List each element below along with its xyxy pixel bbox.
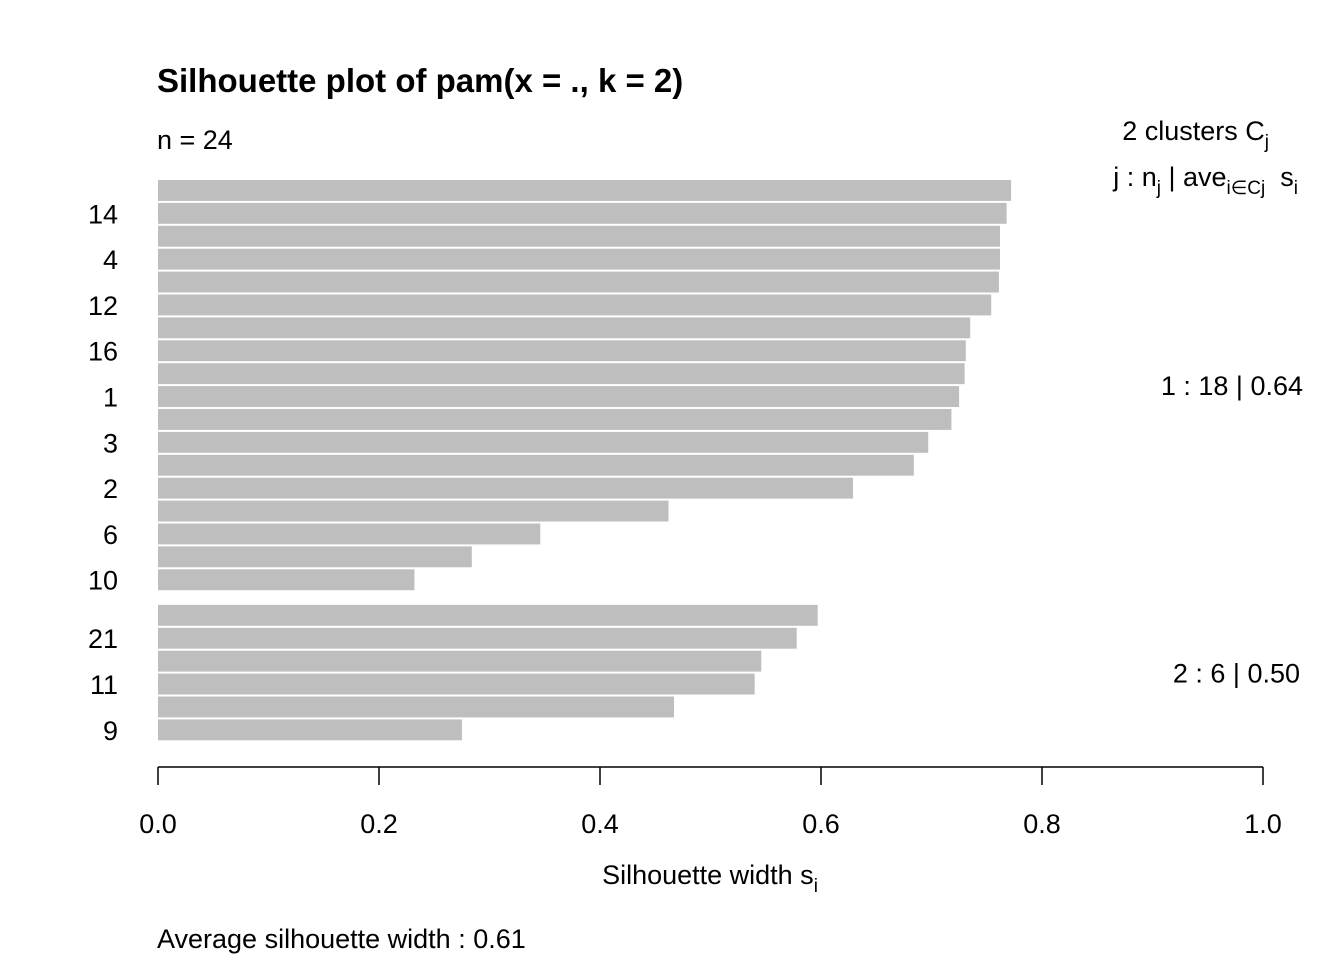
chart-title: Silhouette plot of pam(x = ., k = 2)	[157, 62, 683, 99]
silhouette-bar	[158, 673, 755, 695]
x-axis-label: Silhouette width si	[602, 860, 818, 897]
cluster-summaries-group: 1 : 18 | 0.64 2 : 6 | 0.50	[1161, 371, 1303, 688]
row-label: 10	[88, 566, 118, 596]
x-tick-label: 0.8	[1023, 809, 1061, 839]
silhouette-bar	[158, 604, 818, 626]
silhouette-bar	[158, 500, 669, 522]
x-axis: 0.0 0.2 0.4 0.6 0.8 1.0	[139, 766, 1282, 839]
row-label: 1	[103, 383, 118, 413]
silhouette-bar	[158, 454, 914, 476]
silhouette-bar	[158, 340, 966, 362]
silhouette-bar	[158, 627, 797, 649]
silhouette-bar	[158, 650, 762, 672]
x-tick-label: 0.4	[581, 809, 619, 839]
row-label: 4	[103, 245, 118, 275]
silhouette-bar	[158, 386, 960, 407]
bars-group	[158, 180, 1012, 741]
cluster-summary: 1 : 18 | 0.64	[1161, 371, 1303, 401]
clusters-header: 2 clusters Cj	[1122, 116, 1269, 153]
row-labels-group: 14 4 12 16 1 3 2 6 10 21 11 9	[88, 199, 118, 746]
silhouette-bar	[158, 202, 1007, 224]
silhouette-bar	[158, 477, 853, 499]
row-label: 3	[103, 428, 118, 458]
silhouette-bar	[158, 294, 992, 316]
silhouette-bar	[158, 317, 971, 339]
silhouette-bar	[158, 719, 462, 741]
row-label: 9	[103, 716, 118, 746]
silhouette-bar	[158, 363, 965, 385]
chart-subtitle: n = 24	[157, 125, 233, 155]
silhouette-bar	[158, 248, 1000, 270]
silhouette-bar	[158, 546, 472, 568]
silhouette-bar	[158, 271, 999, 293]
average-silhouette-width: Average silhouette width : 0.61	[157, 924, 526, 954]
silhouette-bar	[158, 569, 415, 591]
columns-header: j : nj | avei∈Cj si	[1112, 162, 1298, 199]
row-label: 11	[90, 670, 118, 700]
row-label: 6	[103, 520, 118, 550]
row-label: 12	[88, 291, 118, 321]
x-tick-label: 1.0	[1244, 809, 1282, 839]
silhouette-bar	[158, 180, 1012, 201]
silhouette-bar	[158, 696, 674, 718]
row-label: 21	[88, 624, 118, 654]
cluster-summary: 2 : 6 | 0.50	[1173, 659, 1300, 689]
x-tick-label: 0.0	[139, 809, 177, 839]
row-label: 2	[103, 474, 118, 504]
x-tick-label: 0.6	[802, 809, 840, 839]
silhouette-bar	[158, 431, 929, 453]
silhouette-bar	[158, 225, 1000, 247]
row-label: 14	[88, 199, 118, 229]
x-tick-label: 0.2	[360, 809, 398, 839]
silhouette-bar	[158, 409, 952, 430]
silhouette-bar	[158, 523, 541, 545]
row-label: 16	[88, 337, 118, 367]
